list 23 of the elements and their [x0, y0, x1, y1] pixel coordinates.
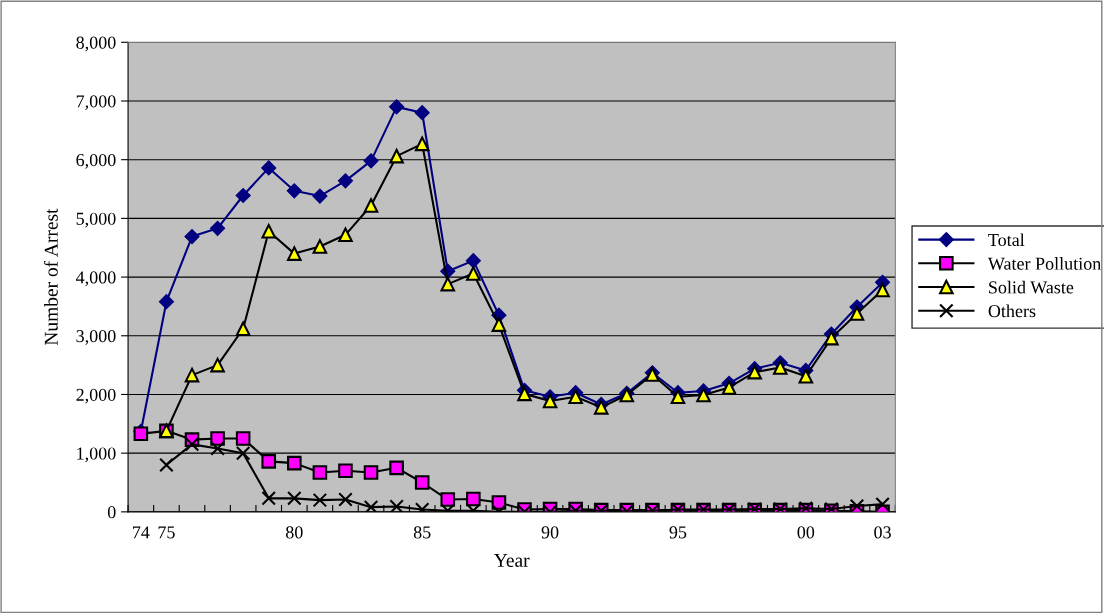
x-tick-label: 90 — [541, 526, 559, 539]
legend-label: Water Pollution — [987, 257, 1101, 270]
legend-label: Solid Waste — [989, 280, 1074, 294]
x-tick-label: 75 — [158, 526, 175, 539]
y-tick-label: 5,000 — [76, 212, 116, 228]
x-axis-title: Year — [494, 553, 530, 567]
y-tick-label: 7,000 — [76, 95, 116, 111]
y-axis-title: Number of Arrest — [43, 208, 58, 346]
y-tick-label: 3,000 — [76, 330, 116, 345]
y-tick-label: 2,000 — [76, 388, 116, 404]
legend-label: Others — [988, 304, 1036, 318]
x-tick-label: 85 — [413, 526, 431, 539]
x-tick-label: 95 — [669, 526, 687, 539]
y-tick-label: 6,000 — [76, 153, 116, 169]
x-tick-label: 74 — [133, 526, 150, 539]
y-tick-label: 8,000 — [76, 36, 116, 52]
y-tick-label: 4,000 — [75, 271, 116, 287]
x-tick-label: 00 — [797, 526, 815, 539]
x-tick-label: 80 — [285, 526, 303, 539]
legend-label: Total — [988, 233, 1025, 247]
y-tick-label: 0 — [107, 506, 116, 519]
y-tick-label: 1,000 — [77, 447, 116, 463]
x-tick-label: 03 — [874, 526, 891, 539]
